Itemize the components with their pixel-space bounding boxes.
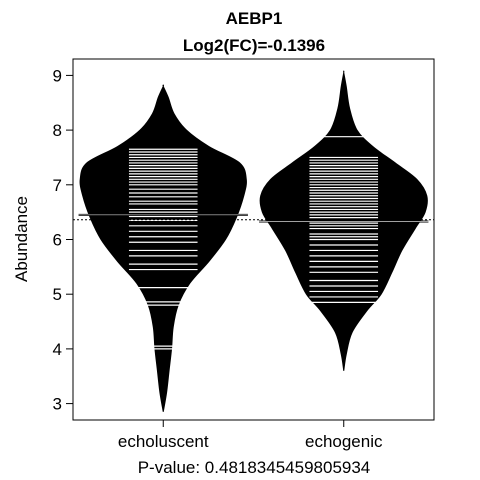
y-tick-label: 8 [53, 121, 62, 140]
x-axis-label: P-value: 0.4818345459805934 [138, 458, 371, 477]
y-axis-label: Abundance [12, 196, 31, 282]
chart-title: AEBP1 [226, 9, 283, 28]
y-tick-label: 5 [53, 285, 62, 304]
bean-echoluscent [79, 84, 247, 412]
y-tick-label: 7 [53, 176, 62, 195]
y-tick-label: 6 [53, 231, 62, 250]
bean-shape-echoluscent [79, 84, 247, 412]
y-tick-label: 3 [53, 395, 62, 414]
x-axis: echoluscent echogenic [118, 420, 383, 451]
means-layer [78, 213, 429, 223]
x-tick-label-echoluscent: echoluscent [118, 432, 209, 451]
y-tick-label: 4 [53, 340, 62, 359]
y-axis: 3 4 5 6 7 8 9 [53, 66, 73, 414]
y-tick-label: 9 [53, 66, 62, 85]
chart-subtitle: Log2(FC)=-0.1396 [183, 36, 325, 55]
x-tick-label-echogenic: echogenic [305, 432, 383, 451]
beans-layer [79, 70, 428, 412]
